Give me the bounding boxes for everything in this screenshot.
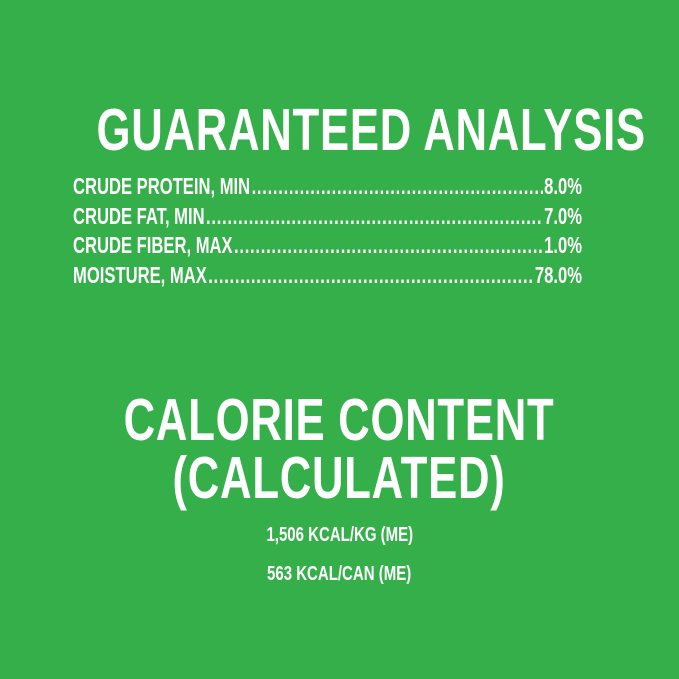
row-value: 8.0%: [544, 173, 583, 199]
guaranteed-analysis-heading: GUARANTEED ANALYSIS: [0, 96, 679, 164]
row-label: CRUDE FAT, MIN: [73, 202, 205, 229]
calorie-text: 563 KCAL/CAN (ME): [267, 563, 412, 585]
calorie-content-heading: CALORIE CONTENT: [0, 386, 679, 454]
dot-leader: [252, 173, 543, 200]
row-value: 78.0%: [534, 261, 583, 288]
analysis-row: MOISTURE, MAX 78.0%: [73, 262, 582, 292]
dot-leader: [206, 203, 543, 230]
analysis-row: CRUDE PROTEIN, MIN 8.0%: [73, 173, 582, 203]
row-label: CRUDE FIBER, MAX: [73, 232, 233, 258]
dot-leader: [208, 262, 533, 289]
row-value: 7.0%: [544, 202, 583, 229]
calorie-line-per-can: 563 KCAL/CAN (ME): [0, 563, 679, 586]
dot-leader: [234, 232, 543, 259]
calorie-content-subheading: (CALCULATED): [0, 444, 679, 512]
analysis-row: CRUDE FIBER, MAX 1.0%: [73, 232, 582, 262]
row-label: MOISTURE, MAX: [73, 261, 207, 288]
row-value: 1.0%: [544, 232, 583, 258]
analysis-row: CRUDE FAT, MIN 7.0%: [73, 203, 582, 233]
heading-text: CALORIE CONTENT: [124, 387, 555, 453]
calorie-text: 1,506 KCAL/KG (ME): [266, 524, 413, 546]
row-label: CRUDE PROTEIN, MIN: [73, 173, 251, 199]
analysis-table: CRUDE PROTEIN, MIN 8.0% CRUDE FAT, MIN 7.0…: [73, 173, 582, 291]
heading-text: (CALCULATED): [172, 445, 507, 511]
heading-text: GUARANTEED ANALYSIS: [96, 97, 646, 163]
calorie-line-per-kg: 1,506 KCAL/KG (ME): [0, 524, 679, 547]
